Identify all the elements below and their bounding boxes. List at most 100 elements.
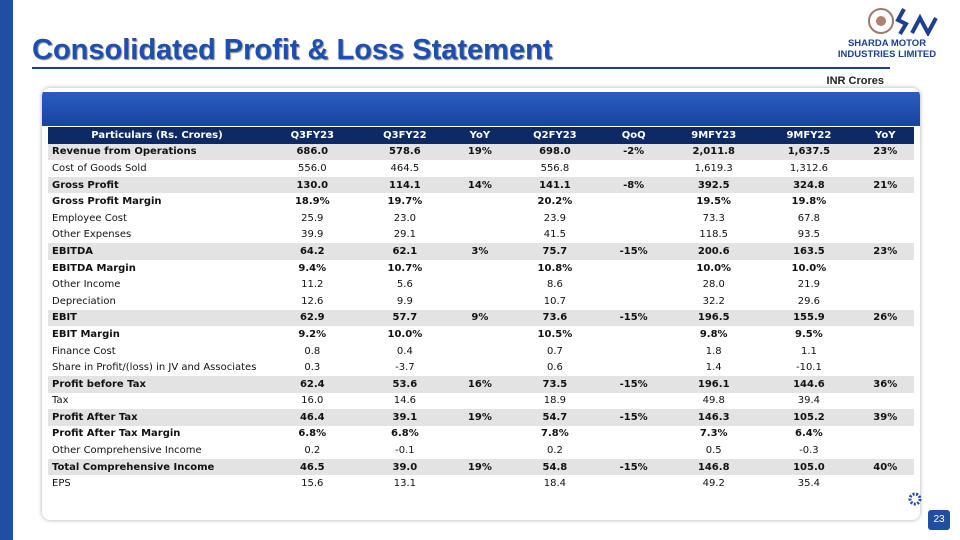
cell: 46.4	[266, 409, 359, 426]
cell: 9.5%	[795, 328, 823, 340]
cell: 146.3	[666, 409, 762, 426]
cell: 28.0	[702, 279, 725, 291]
cell: 118.5	[699, 229, 729, 241]
cell: 0.6	[546, 362, 563, 374]
cell	[857, 359, 915, 376]
cell: 9%	[451, 309, 509, 327]
cell	[451, 326, 508, 343]
row-label: Employee Cost	[52, 212, 127, 224]
cell	[601, 160, 666, 177]
cell: 23.0	[393, 212, 416, 224]
row-label: Profit After Tax	[48, 409, 266, 426]
cell: 23%	[856, 243, 914, 260]
cell: 39.9	[301, 229, 324, 241]
cell: 146.8	[666, 458, 762, 476]
cell: 49.8	[702, 395, 725, 407]
cell: 144.6	[761, 375, 857, 393]
cell: 19%	[451, 458, 509, 476]
cell: 155.9	[761, 309, 857, 327]
cell: 0.8	[304, 345, 321, 357]
table-row: Total Comprehensive Income 46.5 39.0 19% 54.…	[48, 458, 914, 476]
cell	[857, 343, 915, 360]
cell	[451, 359, 508, 376]
cell: 57.7	[358, 309, 452, 327]
cell	[451, 293, 508, 310]
cell	[451, 227, 508, 244]
logo	[868, 8, 938, 36]
cell: 36%	[856, 375, 914, 393]
cell	[451, 393, 508, 410]
cell: 62.1	[358, 243, 452, 260]
cell	[857, 442, 915, 459]
cell: 41.5	[543, 229, 567, 241]
left-bar	[0, 0, 13, 540]
cell: -10.1	[795, 362, 822, 374]
column-header: 9MFY23	[666, 127, 762, 144]
cell	[857, 193, 915, 210]
table-row: Other Comprehensive Income 0.2 -0.1 0.2 0.5 -…	[48, 442, 914, 459]
cell	[601, 260, 666, 277]
cell	[857, 293, 915, 310]
cell: 10.5%	[537, 328, 573, 340]
cell: 8.6	[546, 279, 563, 291]
cell: 19.7%	[387, 196, 423, 208]
cell: 10.0%	[791, 262, 827, 274]
company-name: SHARDA MOTOR	[847, 38, 927, 49]
title: Consolidated Profit & Loss Statement	[32, 34, 553, 66]
cell: 10.0%	[696, 262, 732, 274]
cell	[601, 442, 666, 459]
row-label: Share in Profit/(loss) in JV and Associa…	[52, 362, 257, 374]
column-header: Q2FY23	[508, 127, 602, 144]
cell: 75.7	[508, 243, 602, 260]
cell	[451, 442, 508, 459]
cell: 19%	[451, 409, 509, 426]
row-label: Finance Cost	[52, 345, 116, 357]
cell: 23%	[856, 143, 914, 161]
cell	[451, 193, 508, 210]
cell: 29.6	[797, 295, 821, 307]
cell: 10.7%	[387, 262, 423, 274]
cell: 130.0	[266, 176, 359, 194]
cell: 39%	[856, 409, 914, 426]
row-label: Other Expenses	[52, 229, 132, 241]
table-row: Revenue from Operations 686.0 578.6 19% 698.…	[48, 143, 914, 161]
cell: 1,312.6	[789, 162, 828, 174]
table-row: EBIT 62.9 57.7 9% 73.6 -15% 196.5 155.9 26%	[48, 309, 914, 327]
cell: 141.1	[508, 176, 602, 194]
cell: 163.5	[761, 243, 857, 260]
table-row: Profit before Tax 62.4 53.6 16% 73.5 -15% 196.…	[48, 375, 914, 393]
cell: 1,637.5	[761, 143, 857, 161]
column-header: YoY	[451, 127, 509, 144]
cell: 25.9	[301, 212, 324, 224]
column-header: YoY	[856, 127, 914, 144]
cell	[601, 293, 666, 310]
table-row: Other Expenses 39.9 29.1 41.5 118.5 93.5	[48, 227, 914, 244]
header-band	[42, 92, 920, 126]
cell: 53.6	[358, 375, 452, 393]
cell: 578.6	[358, 143, 452, 161]
row-label: EBITDA	[48, 243, 266, 260]
cell	[451, 210, 508, 227]
row-label: EBIT Margin	[52, 328, 120, 340]
cell	[451, 343, 508, 360]
cell: -2%	[601, 143, 667, 161]
cell: 5.6	[396, 279, 413, 291]
column-header: Q3FY22	[358, 127, 452, 144]
cell: -0.3	[799, 445, 819, 457]
cell: 556.0	[297, 162, 327, 174]
cell: 1.4	[705, 362, 722, 374]
cell: 3%	[451, 243, 509, 260]
cell	[857, 326, 915, 343]
cell	[601, 326, 666, 343]
cell	[601, 276, 666, 293]
row-label: Gross Profit Margin	[52, 196, 162, 208]
cell: 49.2	[702, 478, 725, 490]
cell: 2,011.8	[666, 143, 762, 161]
cell: 556.8	[540, 162, 570, 174]
cell	[857, 160, 915, 177]
cell: 392.5	[666, 176, 762, 194]
table-row: Finance Cost 0.8 0.4 0.7 1.8 1.1	[48, 343, 914, 360]
row-label: Other Income	[52, 279, 121, 291]
cell: 19%	[451, 143, 509, 161]
row-label: EBITDA Margin	[52, 262, 136, 274]
